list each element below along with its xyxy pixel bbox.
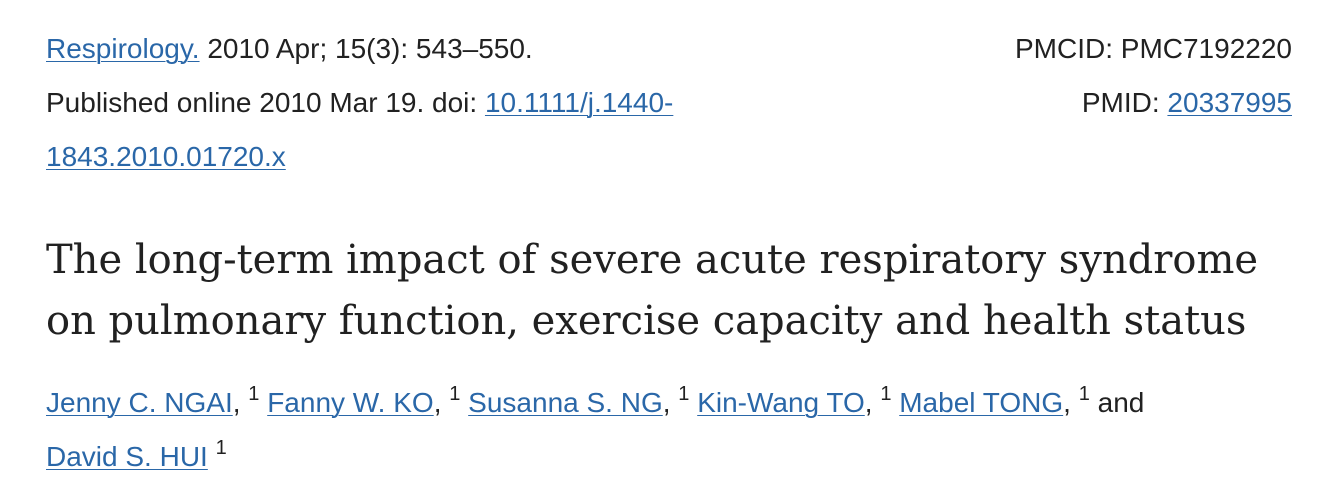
citation-block: Respirology. 2010 Apr; 15(3): 543–550. P… — [46, 22, 776, 184]
author-list: Jenny C. NGAI, 1 Fanny W. KO, 1 Susanna … — [46, 376, 1296, 484]
affiliation-marker[interactable]: 1 — [248, 383, 260, 405]
issue-info: 2010 Apr; 15(3): 543–550. — [199, 33, 533, 64]
author-item: Jenny C. NGAI, 1 — [46, 384, 259, 418]
author-separator: , — [433, 387, 442, 418]
author-separator: , — [1063, 387, 1071, 418]
affiliation-marker[interactable]: 1 — [1078, 383, 1090, 405]
author-link[interactable]: Mabel TONG — [899, 387, 1064, 418]
author-link[interactable]: David S. HUI — [46, 441, 208, 472]
pmcid-row: PMCID: PMC7192220 — [1015, 22, 1292, 76]
author-separator: , — [232, 387, 241, 418]
author-item: Susanna S. NG, 1 — [468, 384, 689, 418]
author-item: Mabel TONG, 1 — [899, 384, 1090, 418]
identifier-block: PMCID: PMC7192220 PMID: 20337995 — [1015, 22, 1292, 130]
author-link[interactable]: Susanna S. NG — [468, 387, 663, 418]
journal-link[interactable]: Respirology. — [46, 33, 200, 64]
author-link[interactable]: Kin-Wang TO — [697, 387, 865, 418]
affiliation-marker[interactable]: 1 — [215, 437, 227, 459]
pmcid-value: PMC7192220 — [1120, 33, 1292, 64]
author-link[interactable]: Jenny C. NGAI — [46, 387, 233, 418]
author-separator: , — [864, 387, 873, 418]
author-item: Kin-Wang TO, 1 — [697, 384, 891, 418]
pmid-link[interactable]: 20337995 — [1167, 87, 1292, 118]
affiliation-marker[interactable]: 1 — [880, 383, 892, 405]
published-online-text: Published online 2010 Mar 19. doi: — [46, 87, 485, 118]
author-separator: , — [662, 387, 671, 418]
author-item: David S. HUI 1 — [46, 438, 227, 472]
authors-conjunction: and — [1097, 387, 1145, 418]
article-title: The long-term impact of severe acute res… — [46, 237, 1259, 344]
affiliation-marker[interactable]: 1 — [449, 383, 461, 405]
affiliation-marker[interactable]: 1 — [678, 383, 690, 405]
author-item: Fanny W. KO, 1 — [267, 384, 460, 418]
pmid-row: PMID: 20337995 — [1015, 76, 1292, 130]
doi-link[interactable]: 10.1111/j.1440-1843.2010.01720.x — [46, 87, 674, 172]
author-link[interactable]: Fanny W. KO — [267, 387, 434, 418]
pmcid-label: PMCID: — [1014, 33, 1121, 64]
pmid-label: PMID: — [1081, 87, 1168, 118]
